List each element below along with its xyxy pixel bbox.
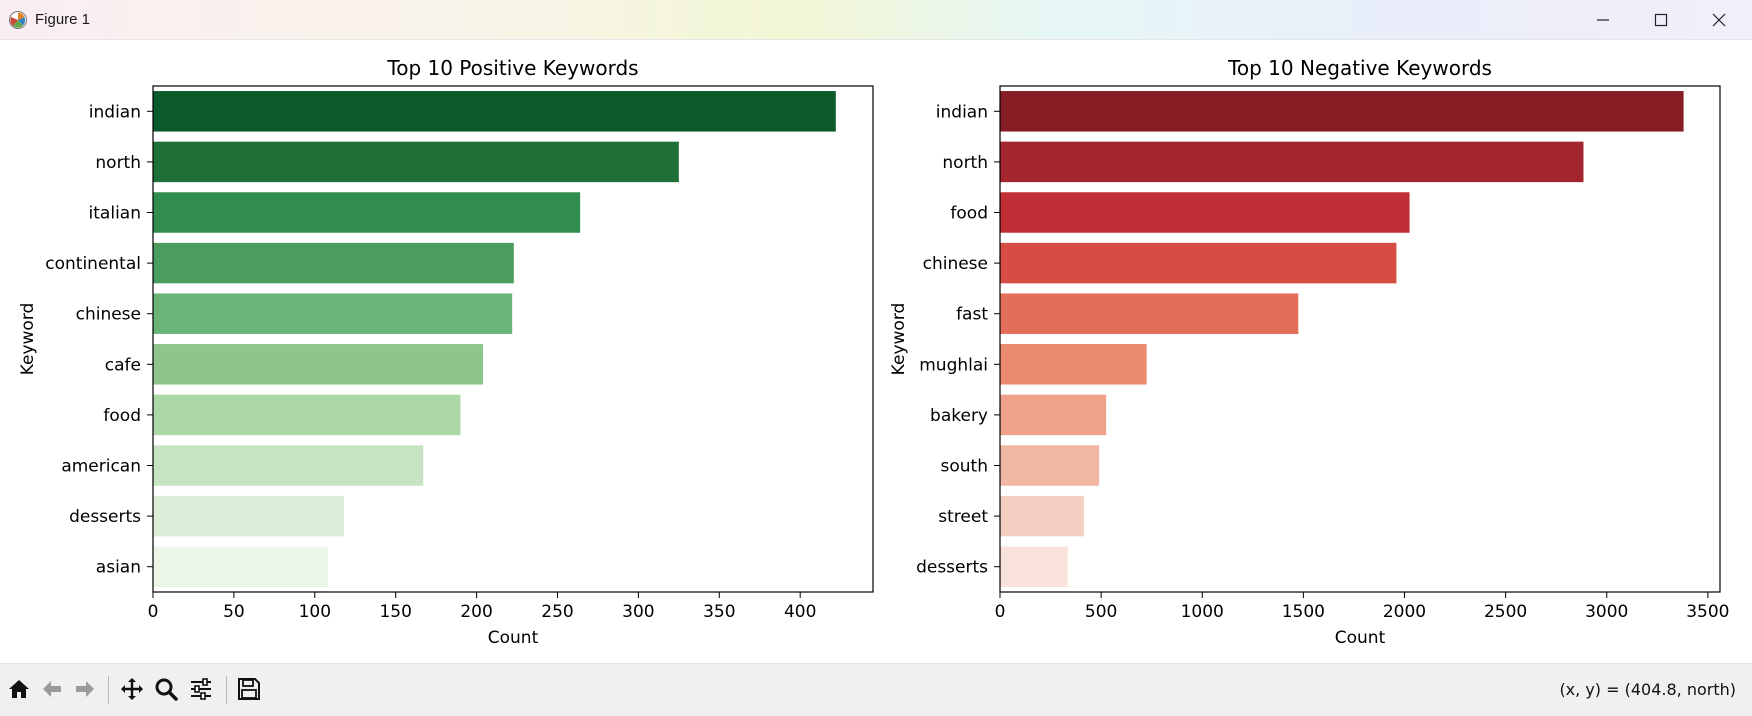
negative-bar-indian <box>1000 91 1684 132</box>
negative-category-label: north <box>942 153 988 173</box>
positive-bar-american <box>153 445 424 486</box>
zoom-magnifier-icon <box>155 678 178 701</box>
positive-xtick-label: 200 <box>460 602 492 622</box>
negative-category-label: mughlai <box>919 355 988 375</box>
positive-category-label: asian <box>96 558 141 578</box>
positive-bar-indian <box>153 91 836 132</box>
negative-bar-north <box>1000 141 1584 183</box>
negative-bar-mughlai <box>1000 344 1147 385</box>
negative-bar-bakery <box>1000 394 1107 436</box>
positive-category-label: desserts <box>69 507 141 527</box>
positive-xtick-label: 400 <box>784 602 816 622</box>
positive-bar-north <box>153 141 679 183</box>
positive-bar-cafe <box>153 344 484 385</box>
forward-button[interactable] <box>70 674 100 704</box>
negative-bar-food <box>1000 192 1410 233</box>
negative-category-label: south <box>941 457 988 477</box>
positive-xtick-label: 350 <box>703 602 735 622</box>
negative-xtick-label: 0 <box>995 602 1006 622</box>
positive-xtick-label: 100 <box>299 602 331 622</box>
positive-category-label: cafe <box>105 355 141 375</box>
positive-category-label: continental <box>45 254 141 274</box>
positive-category-label: chinese <box>76 305 141 325</box>
configure-subplots-button[interactable] <box>186 674 216 704</box>
negative-axes-frame <box>999 85 1721 593</box>
positive-category-label: food <box>103 406 141 426</box>
negative-bar-south <box>1000 445 1100 486</box>
positive-bar-food <box>153 394 461 436</box>
positive-x-axis-label: Count <box>488 628 539 648</box>
positive-y-axis-label: Keyword <box>18 303 38 376</box>
save-button[interactable] <box>234 674 264 704</box>
positive-bar-chinese <box>153 293 513 334</box>
window-title: Figure 1 <box>35 11 91 28</box>
toolbar-separator <box>108 676 109 704</box>
positive-chart-title: Top 10 Positive Keywords <box>386 56 638 80</box>
window-titlebar: Figure 1 <box>0 0 1752 40</box>
negative-bar-street <box>1000 495 1084 537</box>
negative-bar-fast <box>1000 293 1299 334</box>
negative-xtick-label: 3500 <box>1686 602 1729 622</box>
positive-bar-asian <box>153 546 328 587</box>
negative-y-axis-label: Keyword <box>889 303 909 376</box>
positive-category-label: north <box>95 153 141 173</box>
positive-xtick-label: 250 <box>541 602 573 622</box>
back-arrow-icon <box>43 681 61 697</box>
close-icon <box>1712 13 1726 27</box>
toolbar-separator <box>226 676 227 704</box>
negative-xtick-label: 3000 <box>1585 602 1628 622</box>
maximize-button[interactable] <box>1632 0 1690 39</box>
figure-canvas[interactable]: Top 10 Positive Keywords indian north itali… <box>0 40 1752 663</box>
home-icon <box>9 680 29 698</box>
negative-category-label: desserts <box>916 558 988 578</box>
negative-category-label: food <box>950 204 988 224</box>
negative-category-label: chinese <box>923 254 988 274</box>
positive-bar-continental <box>153 242 514 284</box>
negative-bar-desserts <box>1000 546 1068 587</box>
negative-xtick-label: 1000 <box>1181 602 1224 622</box>
positive-category-label: indian <box>89 102 141 122</box>
save-floppy-icon <box>238 678 260 700</box>
minimize-button[interactable] <box>1574 0 1632 39</box>
positive-axes-frame <box>152 85 874 593</box>
negative-category-label: fast <box>956 305 988 325</box>
maximize-icon <box>1654 13 1668 27</box>
negative-xtick-label: 1500 <box>1282 602 1325 622</box>
positive-xtick-label: 150 <box>379 602 411 622</box>
cursor-coordinates-readout: (x, y) = (404.8, north) <box>1559 680 1736 699</box>
positive-bar-desserts <box>153 495 344 537</box>
negative-xtick-label: 500 <box>1085 602 1117 622</box>
navigation-toolbar: (x, y) = (404.8, north) <box>0 663 1752 716</box>
positive-bar-italian <box>153 192 581 233</box>
negative-category-label: bakery <box>930 406 988 426</box>
positive-category-label: italian <box>89 204 141 224</box>
close-button[interactable] <box>1690 0 1748 39</box>
negative-x-axis-label: Count <box>1335 628 1386 648</box>
matplotlib-app-icon <box>9 11 27 29</box>
positive-xtick-label: 0 <box>148 602 159 622</box>
back-button[interactable] <box>37 674 67 704</box>
positive-xtick-label: 50 <box>223 602 245 622</box>
negative-bar-chinese <box>1000 242 1397 284</box>
negative-xtick-label: 2500 <box>1484 602 1527 622</box>
negative-category-label: indian <box>936 102 988 122</box>
positive-xtick-label: 300 <box>622 602 654 622</box>
pan-button[interactable] <box>117 674 147 704</box>
forward-arrow-icon <box>76 681 94 697</box>
charts-svg: Top 10 Positive Keywords indian north itali… <box>18 56 1729 648</box>
home-button[interactable] <box>4 674 34 704</box>
negative-xtick-label: 2000 <box>1383 602 1426 622</box>
negative-chart-title: Top 10 Negative Keywords <box>1227 56 1492 80</box>
zoom-button[interactable] <box>151 674 181 704</box>
pan-move-icon <box>121 678 143 700</box>
positive-category-label: american <box>61 457 141 477</box>
negative-category-label: street <box>938 507 988 527</box>
configure-subplots-icon <box>191 678 211 700</box>
minimize-icon <box>1597 19 1609 21</box>
